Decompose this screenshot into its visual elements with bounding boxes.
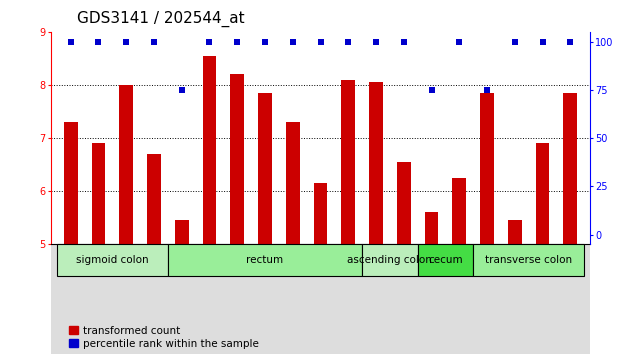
Bar (362, 244, 418, 276)
Point (177, 87, 187, 93)
Text: GDS3141 / 202544_at: GDS3141 / 202544_at (77, 11, 245, 27)
Text: sigmoid colon: sigmoid colon (76, 255, 149, 265)
Bar (258, 93, 272, 244)
Bar (418, 244, 473, 276)
Point (482, 87, 492, 93)
Text: transverse colon: transverse colon (485, 255, 572, 265)
Point (121, 39, 131, 44)
Point (232, 39, 242, 44)
Point (204, 39, 215, 44)
Point (426, 87, 437, 93)
Text: ascending colon: ascending colon (347, 255, 432, 265)
Point (371, 39, 381, 44)
Point (288, 39, 298, 44)
Point (399, 39, 409, 44)
Bar (168, 244, 362, 276)
Bar (341, 80, 355, 244)
Bar (147, 154, 161, 244)
Bar (203, 56, 217, 244)
Point (149, 39, 159, 44)
Bar (369, 82, 383, 244)
Legend: transformed count, percentile rank within the sample: transformed count, percentile rank withi… (69, 326, 259, 349)
Text: rectum: rectum (246, 255, 283, 265)
Bar (230, 74, 244, 244)
Bar (563, 93, 578, 244)
Point (454, 39, 464, 44)
Bar (313, 183, 328, 244)
Point (510, 39, 520, 44)
Bar (51, 244, 590, 354)
Bar (536, 143, 549, 244)
Bar (480, 93, 494, 244)
Point (94, 39, 104, 44)
Point (65, 39, 76, 44)
Point (565, 39, 576, 44)
Bar (453, 178, 466, 244)
Bar (508, 220, 522, 244)
Bar (286, 122, 300, 244)
Text: cecum: cecum (428, 255, 463, 265)
Bar (424, 212, 438, 244)
Bar (473, 244, 584, 276)
Point (315, 39, 326, 44)
Bar (119, 85, 133, 244)
Bar (175, 220, 188, 244)
Bar (63, 122, 78, 244)
Point (343, 39, 353, 44)
Point (260, 39, 270, 44)
Bar (92, 143, 105, 244)
Bar (397, 162, 411, 244)
Bar (57, 244, 168, 276)
Point (537, 39, 547, 44)
